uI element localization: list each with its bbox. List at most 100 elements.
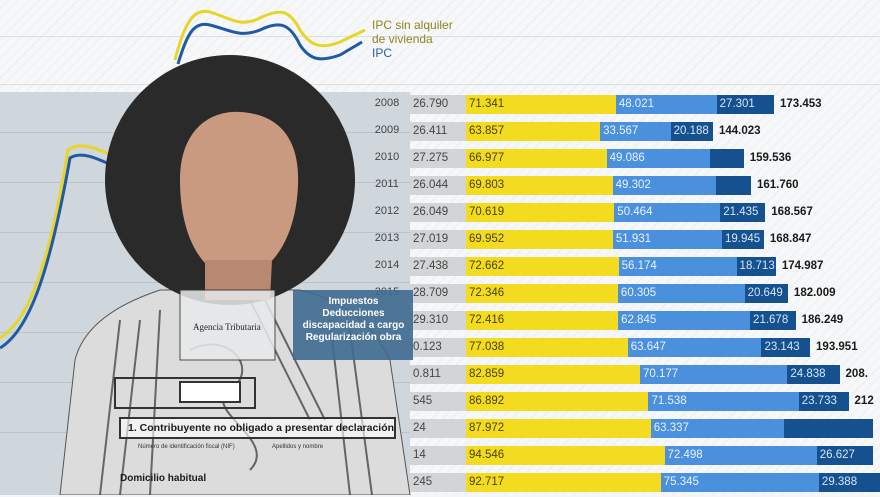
legend-ipc-sin-alquiler: IPC sin alquiler de vivienda (372, 18, 453, 46)
bar-dark-blue: 24.838 (787, 365, 840, 384)
total-label: 174.987 (781, 260, 824, 272)
table-row: 545 86.892 71.538 23.733 212 (0, 389, 880, 416)
bar-blue: 63.337 (650, 419, 784, 438)
year-label: 2008 (374, 97, 400, 109)
year-label: 2011 (375, 178, 399, 190)
total-label: 168.567 (771, 206, 813, 218)
bar-gray: 27.438 (410, 257, 466, 276)
form-logo-box (179, 289, 276, 361)
total-label: 173.453 (779, 98, 822, 110)
grid-line (0, 36, 880, 37)
bar-dark-blue: 18.713 (736, 257, 776, 276)
total-label: 182.009 (793, 287, 836, 299)
bar-gray: 0.123 (410, 338, 466, 357)
bar-dark-blue (783, 419, 874, 438)
bar-blue: 49.086 (606, 149, 710, 168)
bar-dark-blue: 29.388 (818, 473, 880, 492)
table-row: 2013 27.019 69.952 51.931 19.945 168.847 (0, 227, 880, 254)
bar-dark-blue: 21.678 (750, 311, 796, 330)
bar-blue: 63.647 (627, 338, 762, 357)
table-row: 2012 26.049 70.619 50.464 21.435 168.567 (0, 200, 880, 227)
legend-label: de vivienda (372, 32, 433, 46)
bar-gray: 26.049 (410, 203, 466, 222)
bar-dark-blue: 19.945 (721, 230, 764, 249)
bar-yellow: 69.952 (466, 230, 613, 249)
bar-dark-blue (709, 149, 744, 168)
table-row: 2010 27.275 66.977 49.086 159.536 (0, 146, 880, 173)
bar-blue: 48.021 (615, 95, 717, 114)
legend-ipc: IPC (372, 46, 393, 60)
table-row: 245 92.717 75.345 29.388 (0, 470, 880, 497)
total-label: 186.249 (801, 314, 844, 326)
ipc-sin-alquiler-line (0, 9, 366, 340)
bar-yellow: 69.803 (466, 176, 613, 195)
form-section-title: 1. Contribuyente no obligado a presentar… (128, 422, 395, 434)
bar-blue: 72.498 (664, 446, 817, 465)
table-row: 0.811 82.859 70.177 24.838 208. (0, 362, 880, 389)
bar-yellow: 63.857 (466, 122, 601, 141)
year-label: 2012 (374, 205, 400, 217)
bar-dark-blue: 23.143 (761, 338, 811, 357)
bar-gray: 24 (410, 419, 466, 438)
bar-blue: 50.464 (614, 203, 721, 222)
bar-blue: 56.174 (618, 257, 737, 276)
legend-label: IPC sin alquiler (372, 18, 453, 32)
bar-yellow: 72.416 (466, 311, 619, 330)
form-nif-label: Número de identificación fiscal (NIF) (138, 444, 235, 450)
table-row: 14 94.546 72.498 26.627 (0, 443, 880, 470)
bar-blue: 62.845 (618, 311, 751, 330)
bar-dark-blue: 27.301 (716, 95, 774, 114)
bar-blue: 70.177 (640, 365, 788, 384)
bar-yellow: 92.717 (466, 473, 661, 492)
bar-yellow: 72.662 (466, 257, 619, 276)
year-label: 2010 (374, 151, 400, 163)
bar-dark-blue: 20.649 (744, 284, 788, 303)
bar-dark-blue: 20.188 (670, 122, 713, 141)
form-name-label: Apellidos y nombre (272, 444, 324, 450)
bar-yellow: 71.341 (466, 95, 616, 114)
table-row: 2014 27.438 72.662 56.174 18.713 174.987 (0, 254, 880, 281)
bar-blue: 33.567 (600, 122, 671, 141)
bar-gray: 26.790 (410, 95, 466, 114)
form-badge-text: Impuestos Deducciones discapacidad a car… (302, 296, 405, 343)
table-row: 2008 26.790 71.341 48.021 27.301 173.453 (0, 92, 880, 119)
bar-gray: 27.019 (410, 230, 466, 249)
year-label: 2014 (374, 259, 400, 271)
bar-yellow: 72.346 (466, 284, 618, 303)
table-row: 29.310 72.416 62.845 21.678 186.249 (0, 308, 880, 335)
year-label: 2009 (374, 124, 400, 136)
bar-gray: 27.275 (410, 149, 466, 168)
bar-gray: 26.411 (410, 122, 466, 141)
bar-yellow: 94.546 (466, 446, 665, 465)
table-row: 0.123 77.038 63.647 23.143 193.951 (0, 335, 880, 362)
total-label: 144.023 (718, 125, 761, 137)
grid-line (0, 84, 880, 85)
bar-blue: 51.931 (612, 230, 722, 249)
bar-gray: 28.709 (410, 284, 466, 303)
bar-gray: 545 (410, 392, 466, 411)
bar-blue: 75.345 (660, 473, 819, 492)
total-label: 168.847 (769, 233, 812, 245)
bar-yellow: 77.038 (466, 338, 628, 357)
bar-blue: 49.302 (612, 176, 717, 195)
bar-dark-blue: 23.733 (798, 392, 849, 411)
bar-yellow: 87.972 (466, 419, 651, 438)
year-label: 2013 (374, 232, 400, 244)
table-row: 2011 26.044 69.803 49.302 161.760 (0, 173, 880, 200)
total-label: 212 (854, 395, 874, 407)
bar-yellow: 66.977 (466, 149, 607, 168)
bar-dark-blue: 26.627 (816, 446, 873, 465)
bar-dark-blue (716, 176, 751, 195)
bar-yellow: 86.892 (466, 392, 649, 411)
bar-yellow: 70.619 (466, 203, 615, 222)
bar-gray: 14 (410, 446, 466, 465)
bar-dark-blue: 21.435 (720, 203, 766, 222)
bar-blue: 71.538 (648, 392, 799, 411)
bar-yellow: 82.859 (466, 365, 640, 384)
bar-gray: 0.811 (410, 365, 466, 384)
form-badge (293, 290, 413, 360)
total-label: 208. (845, 368, 868, 380)
